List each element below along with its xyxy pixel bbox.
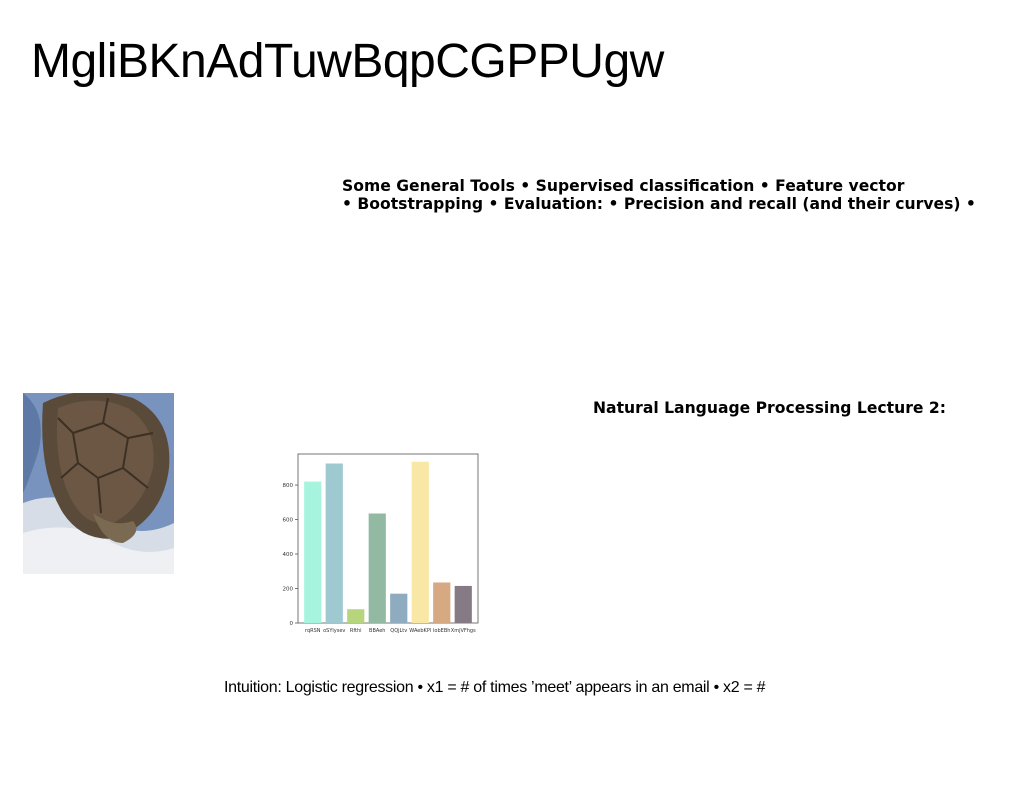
x-tick-label: Rfthi — [350, 628, 362, 634]
bar-chart-svg: 0 200 400 600 800 rqRSN oSYlysev Rfthi BBAeh QQjL… — [283, 453, 479, 634]
x-tick-label: WAebKPl — [409, 628, 431, 634]
bar-lobEBh — [433, 582, 451, 623]
tools-text: Some General Tools • Supervised classifi… — [342, 177, 1012, 213]
bar-oSYlysev — [325, 463, 343, 623]
bar-XmjVFhgs — [454, 585, 472, 623]
y-tick-label: 400 — [283, 552, 294, 558]
bar-Rfthi — [347, 609, 365, 623]
bar-BBAeh — [368, 513, 386, 623]
x-tick-label: BBAeh — [369, 628, 385, 634]
y-tick-label: 800 — [283, 483, 294, 489]
y-tick-label: 0 — [290, 621, 294, 627]
lecture-heading: Natural Language Processing Lecture 2: — [593, 399, 946, 417]
x-tick-label: lobEBh — [433, 628, 450, 634]
tools-line-1: Some General Tools • Supervised classifi… — [342, 177, 905, 195]
bar-QQjLtv — [390, 593, 408, 623]
tools-line-2: • Bootstrapping • Evaluation: • Precisio… — [342, 195, 976, 213]
x-tick-label: QQjLtv — [390, 628, 407, 634]
tortoise-photo — [23, 393, 174, 574]
x-tick-label: XmjVFhgs — [451, 628, 476, 634]
bar-rqRSN — [304, 481, 322, 623]
intuition-text: Intuition: Logistic regression • x1 = # … — [224, 679, 766, 696]
x-tick-label: oSYlysev — [323, 628, 345, 634]
y-tick-label: 600 — [283, 518, 294, 524]
tortoise-shell-photo-icon — [23, 393, 174, 574]
slide-title: MgliBKnAdTuwBqpCGPPUgw — [31, 35, 664, 88]
y-tick-label: 200 — [283, 587, 294, 593]
bar-WAebKPl — [411, 461, 429, 623]
chart-frame — [297, 453, 479, 624]
x-tick-label: rqRSN — [305, 628, 321, 634]
bar-chart: 0 200 400 600 800 rqRSN oSYlysev Rfthi BBAeh QQjL… — [280, 448, 490, 640]
